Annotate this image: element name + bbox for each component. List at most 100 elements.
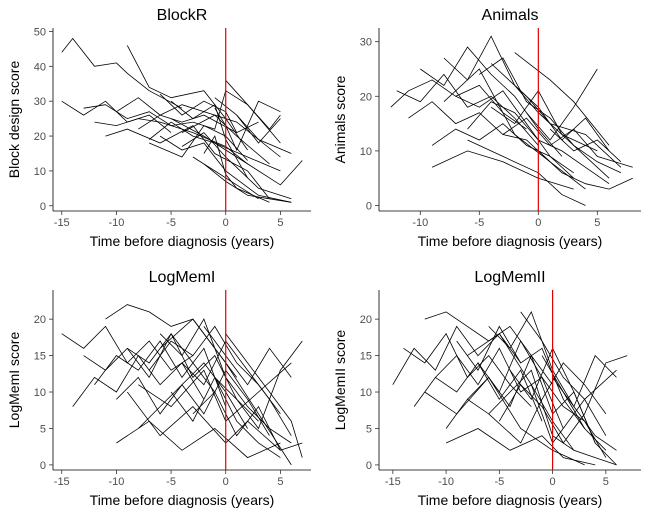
y-tick-label: 5 <box>366 423 372 435</box>
y-tick-label: 0 <box>366 201 372 213</box>
x-tick-label: -15 <box>54 476 70 488</box>
y-tick-label: 15 <box>34 351 46 363</box>
panel-1: -10 -5 0 5 0 10 20 30 Animals Time before diagnos… <box>332 7 641 249</box>
y-tick-label: 20 <box>360 314 372 326</box>
y-tick-label: 20 <box>34 314 46 326</box>
x-tick-label: -15 <box>385 476 401 488</box>
trajectory-line <box>181 114 292 154</box>
trajectory-line <box>126 391 281 451</box>
x-tick-label: -5 <box>166 217 176 229</box>
panel-3: -15 -10 -5 0 5 0 5 10 15 20 LogMemII Time before di… <box>332 269 641 508</box>
y-tick-label: 40 <box>34 61 46 73</box>
trajectory-line <box>203 135 270 203</box>
x-tick-label: -10 <box>108 476 124 488</box>
panel-title: Animals <box>482 7 539 24</box>
y-tick-label: 30 <box>34 96 46 108</box>
trajectory-line <box>159 93 259 134</box>
x-tick-label: -5 <box>166 476 176 488</box>
trajectory-line <box>424 376 585 466</box>
trajectory-line <box>445 369 575 451</box>
trajectories <box>61 37 303 203</box>
trajectory-line <box>170 118 303 186</box>
trajectory-line <box>490 90 610 179</box>
trajectory-line <box>61 37 183 109</box>
trajectory-line <box>549 128 622 163</box>
y-tick-label: 30 <box>360 37 372 49</box>
trajectory-line <box>530 384 617 466</box>
trajectory-line <box>148 325 281 415</box>
trajectory-line <box>149 125 248 161</box>
y-tick-label: 5 <box>40 423 46 435</box>
trajectory-line <box>502 117 633 168</box>
y-axis-title: LogMemI score <box>6 332 22 429</box>
trajectory-line <box>138 362 292 422</box>
x-tick-label: -10 <box>412 217 428 229</box>
trajectory-line <box>514 52 610 146</box>
y-tick-label: 20 <box>34 131 46 143</box>
trajectory-line <box>443 68 586 190</box>
trajectory-line <box>159 135 292 203</box>
y-tick-label: 10 <box>34 387 46 399</box>
trajectory-line <box>214 100 281 151</box>
trajectory-line <box>83 104 193 127</box>
trajectory-line <box>170 100 248 179</box>
trajectory-line <box>105 125 270 200</box>
trajectories <box>392 310 628 466</box>
trajectory-line <box>126 45 248 151</box>
trajectory-line <box>408 101 551 163</box>
trajectory-line <box>138 104 270 165</box>
trajectories <box>390 35 633 206</box>
trajectory-line <box>127 332 259 422</box>
trajectory-line <box>390 79 527 130</box>
trajectory-line <box>431 150 574 190</box>
trajectory-line <box>181 132 292 200</box>
x-tick-label: 5 <box>277 217 283 229</box>
trajectory-line <box>445 428 596 466</box>
x-axis-title: Time before diagnosis (years) <box>418 233 603 249</box>
trajectory-line <box>236 114 281 144</box>
y-axis-title: Block design score <box>6 61 22 179</box>
y-tick-label: 0 <box>366 460 372 472</box>
y-tick-label: 50 <box>34 26 46 38</box>
trajectory-line <box>455 90 574 179</box>
panel-title: LogMemI <box>149 269 216 286</box>
panel-2: -15 -10 -5 0 5 0 5 10 15 20 LogMemI Time before dia… <box>6 269 311 508</box>
trajectory-line <box>203 326 292 386</box>
trajectory-line <box>225 80 281 130</box>
trajectory-line <box>61 100 172 133</box>
trajectory-line <box>467 333 617 444</box>
x-tick-label: 5 <box>277 476 283 488</box>
trajectory-line <box>552 354 617 408</box>
panel-title: LogMemII <box>474 269 545 286</box>
panel-title: BlockR <box>157 7 208 24</box>
y-tick-label: 20 <box>360 91 372 103</box>
x-tick-label: 5 <box>594 217 600 229</box>
x-tick-label: 5 <box>603 476 609 488</box>
trajectory-line <box>490 63 622 168</box>
x-tick-label: -5 <box>474 217 484 229</box>
trajectory-line <box>538 150 633 190</box>
x-tick-label: 0 <box>535 217 541 229</box>
trajectory-line <box>526 68 598 141</box>
trajectory-line <box>214 377 281 458</box>
y-tick-label: 15 <box>360 351 372 363</box>
trajectory-line <box>138 369 270 436</box>
trajectory-line <box>456 325 585 429</box>
trajectory-line <box>396 73 539 146</box>
trajectory-line <box>479 57 622 174</box>
x-tick-label: 0 <box>550 476 556 488</box>
x-tick-label: -15 <box>54 217 70 229</box>
trajectory-line <box>94 340 227 407</box>
trajectory-line <box>94 118 248 165</box>
x-tick-label: 0 <box>223 476 229 488</box>
trajectory-line <box>225 333 303 458</box>
y-axis-title: Animals score <box>332 75 348 163</box>
trajectory-line <box>181 340 292 436</box>
trajectory-line <box>509 347 617 466</box>
y-tick-label: 10 <box>34 166 46 178</box>
y-tick-label: 10 <box>360 387 372 399</box>
trajectories <box>61 304 303 466</box>
x-tick-label: -5 <box>494 476 504 488</box>
trajectory-line <box>116 420 281 459</box>
